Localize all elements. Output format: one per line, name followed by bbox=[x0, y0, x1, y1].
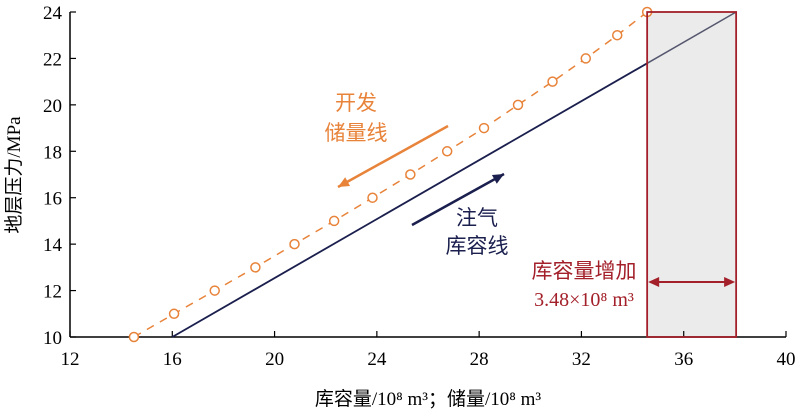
development-reserve-point bbox=[367, 192, 378, 203]
y-tick-label: 18 bbox=[43, 142, 62, 163]
development-reserve-point bbox=[128, 331, 140, 343]
y-tick-label: 20 bbox=[43, 96, 62, 117]
increase-label: 库容量增加 bbox=[532, 259, 637, 283]
development-reserve-point bbox=[289, 238, 300, 250]
x-tick-label: 32 bbox=[572, 349, 591, 370]
development-reserve-point bbox=[441, 146, 453, 157]
development-reserve-point bbox=[512, 99, 524, 111]
x-tick-label: 28 bbox=[470, 349, 489, 370]
y-tick-label: 24 bbox=[43, 3, 63, 24]
x-tick-label: 12 bbox=[61, 349, 80, 370]
development-direction-arrow bbox=[337, 124, 449, 189]
x-tick-label: 36 bbox=[674, 349, 693, 370]
development-reserve-point bbox=[209, 285, 220, 296]
development-reserve-point bbox=[580, 53, 592, 64]
dev-line-label-2: 储量线 bbox=[325, 121, 388, 145]
inj-line-label-2: 库容线 bbox=[446, 234, 509, 258]
highlight-region-border bbox=[646, 11, 738, 338]
injection-capacity-line bbox=[171, 62, 648, 338]
capacity-increase-arrow-left-head bbox=[648, 276, 660, 287]
injection-direction-arrow-head bbox=[491, 174, 504, 184]
x-tick-label: 20 bbox=[265, 349, 284, 370]
development-reserve-point bbox=[328, 215, 340, 227]
development-reserve-point bbox=[478, 122, 490, 134]
development-reserve-point bbox=[250, 262, 261, 273]
dev-line-label-1: 开发 bbox=[335, 91, 377, 115]
increase-value: 3.48×10⁸ m³ bbox=[534, 289, 634, 311]
y-tick-label: 10 bbox=[43, 328, 62, 349]
development-reserve-point bbox=[405, 169, 416, 180]
x-axis-label: 库容量/10⁸ m³；储量/10⁸ m³ bbox=[315, 388, 542, 410]
development-reserve-point bbox=[611, 29, 623, 41]
y-tick-label: 14 bbox=[43, 235, 63, 256]
y-tick-label: 16 bbox=[43, 189, 62, 210]
development-direction-arrow-head bbox=[338, 177, 351, 187]
development-reserve-point bbox=[547, 76, 558, 87]
y-tick-label: 12 bbox=[43, 282, 62, 303]
x-tick-label: 40 bbox=[777, 349, 796, 370]
y-axis-label: 地层压力/MPa bbox=[3, 116, 25, 234]
x-tick-label: 24 bbox=[367, 349, 387, 370]
injection-capacity-line-extension bbox=[646, 11, 737, 64]
inj-line-label-1: 注气 bbox=[456, 206, 498, 230]
development-reserve-point bbox=[168, 308, 180, 320]
highlight-region bbox=[647, 12, 737, 337]
injection-direction-arrow bbox=[411, 172, 505, 227]
capacity-increase-arrow-right-head bbox=[724, 276, 736, 287]
y-tick-label: 22 bbox=[43, 49, 62, 70]
x-tick-label: 16 bbox=[163, 349, 182, 370]
